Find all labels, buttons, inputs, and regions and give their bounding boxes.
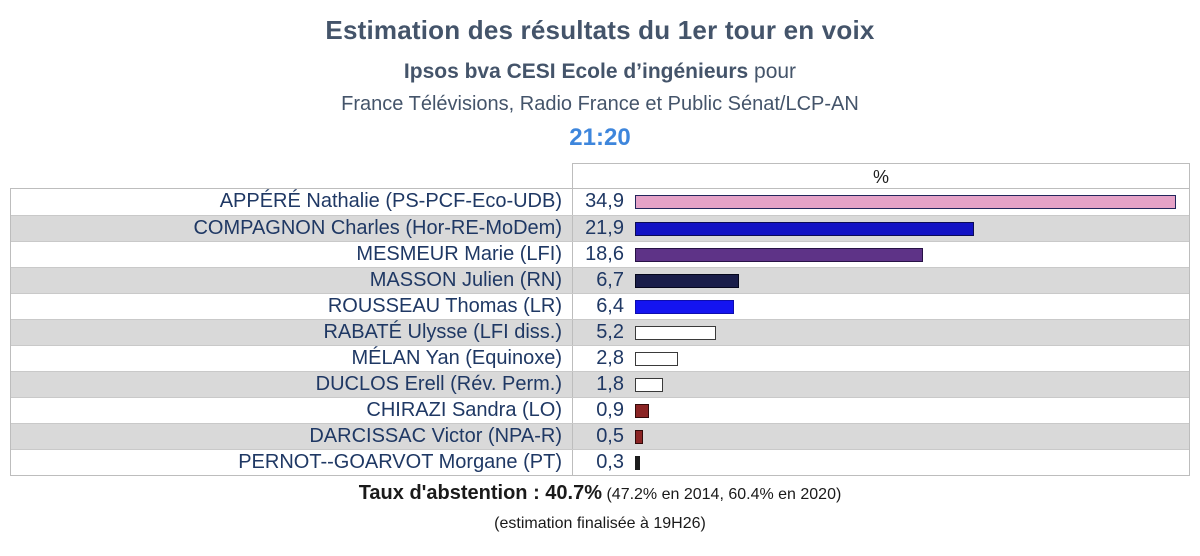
result-value: 0,9 <box>596 399 624 421</box>
bar-cell <box>630 450 1189 475</box>
result-bar <box>635 429 643 444</box>
table-row: MESMEUR Marie (LFI) 18,6 <box>11 241 1189 267</box>
result-value: 5,2 <box>596 321 624 343</box>
table-row: PERNOT--GOARVOT Morgane (PT) 0,3 <box>11 449 1189 475</box>
bar-cell <box>630 424 1189 449</box>
candidate-name: MÉLAN Yan (Equinoxe) <box>11 346 573 371</box>
result-value: 1,8 <box>596 373 624 395</box>
bar-cell <box>630 320 1189 345</box>
result-bar <box>635 325 716 340</box>
percent-column-header: % <box>572 163 1190 188</box>
result-bar <box>635 377 663 392</box>
bar-cell <box>630 268 1189 293</box>
bar-cell <box>630 398 1189 423</box>
table-row: MASSON Julien (RN) 6,7 <box>11 267 1189 293</box>
abstention-rate: Taux d'abstention : 40.7% <box>358 482 603 504</box>
time-label: 21:20 <box>569 124 631 151</box>
result-bar <box>635 247 924 262</box>
candidate-name: DUCLOS Erell (Rév. Perm.) <box>11 372 573 397</box>
candidate-name: DARCISSAC Victor (NPA-R) <box>11 424 573 449</box>
bar-cell <box>630 216 1189 241</box>
result-bar <box>635 221 975 236</box>
result-bar <box>635 351 679 366</box>
result-bar <box>635 299 735 314</box>
bar-cell <box>630 242 1189 267</box>
table-row: ROUSSEAU Thomas (LR) 6,4 <box>11 293 1189 319</box>
result-bar <box>635 455 640 470</box>
result-bar <box>635 195 1176 209</box>
table-row: DUCLOS Erell (Rév. Perm.) 1,8 <box>11 371 1189 397</box>
estimation-note: (estimation finalisée à 19H26) <box>494 515 706 532</box>
pollster-line: Ipsos bva CESI Ecole d’ingénieurs pour <box>0 60 1200 84</box>
candidate-name: COMPAGNON Charles (Hor-RE-MoDem) <box>11 216 573 241</box>
table-row: APPÉRÉ Nathalie (PS-PCF-Eco-UDB) 34,9 <box>11 189 1189 215</box>
table-row: MÉLAN Yan (Equinoxe) 2,8 <box>11 345 1189 371</box>
abstention-history: (47.2% en 2014, 60.4% en 2020) <box>602 486 842 503</box>
table-row: CHIRAZI Sandra (LO) 0,9 <box>11 397 1189 423</box>
result-value: 18,6 <box>585 243 624 265</box>
bar-cell <box>630 372 1189 397</box>
table-row: COMPAGNON Charles (Hor-RE-MoDem) 21,9 <box>11 215 1189 241</box>
candidate-name: ROUSSEAU Thomas (LR) <box>11 294 573 319</box>
name-column-spacer <box>10 163 572 188</box>
results-rows: APPÉRÉ Nathalie (PS-PCF-Eco-UDB) 34,9 COMP… <box>10 188 1190 476</box>
table-header-row: % <box>10 163 1190 188</box>
bar-cell <box>630 189 1189 215</box>
media-partners-line: France Télévisions, Radio France et Publ… <box>341 93 859 115</box>
pollster-name: Ipsos bva CESI Ecole d’ingénieurs <box>403 60 749 83</box>
page-title: Estimation des résultats du 1er tour en … <box>325 15 875 45</box>
result-value: 0,5 <box>596 425 624 447</box>
pollster-suffix: pour <box>748 60 797 83</box>
result-value: 2,8 <box>596 347 624 369</box>
results-table: % APPÉRÉ Nathalie (PS-PCF-Eco-UDB) 34,9 CO… <box>10 163 1190 476</box>
candidate-name: PERNOT--GOARVOT Morgane (PT) <box>11 450 573 475</box>
result-value: 6,7 <box>596 269 624 291</box>
candidate-name: MASSON Julien (RN) <box>11 268 573 293</box>
bar-cell <box>630 294 1189 319</box>
result-value: 21,9 <box>585 217 624 239</box>
result-value: 0,3 <box>596 451 624 473</box>
result-bar <box>635 273 739 288</box>
table-row: DARCISSAC Victor (NPA-R) 0,5 <box>11 423 1189 449</box>
result-value: 6,4 <box>596 295 624 317</box>
candidate-name: RABATÉ Ulysse (LFI diss.) <box>11 320 573 345</box>
candidate-name: APPÉRÉ Nathalie (PS-PCF-Eco-UDB) <box>11 189 573 215</box>
result-bar <box>635 403 649 418</box>
candidate-name: CHIRAZI Sandra (LO) <box>11 398 573 423</box>
candidate-name: MESMEUR Marie (LFI) <box>11 242 573 267</box>
result-value: 34,9 <box>585 190 624 212</box>
abstention-line: Taux d'abstention : 40.7% (47.2% en 2014… <box>0 482 1200 505</box>
bar-cell <box>630 346 1189 371</box>
table-row: RABATÉ Ulysse (LFI diss.) 5,2 <box>11 319 1189 345</box>
